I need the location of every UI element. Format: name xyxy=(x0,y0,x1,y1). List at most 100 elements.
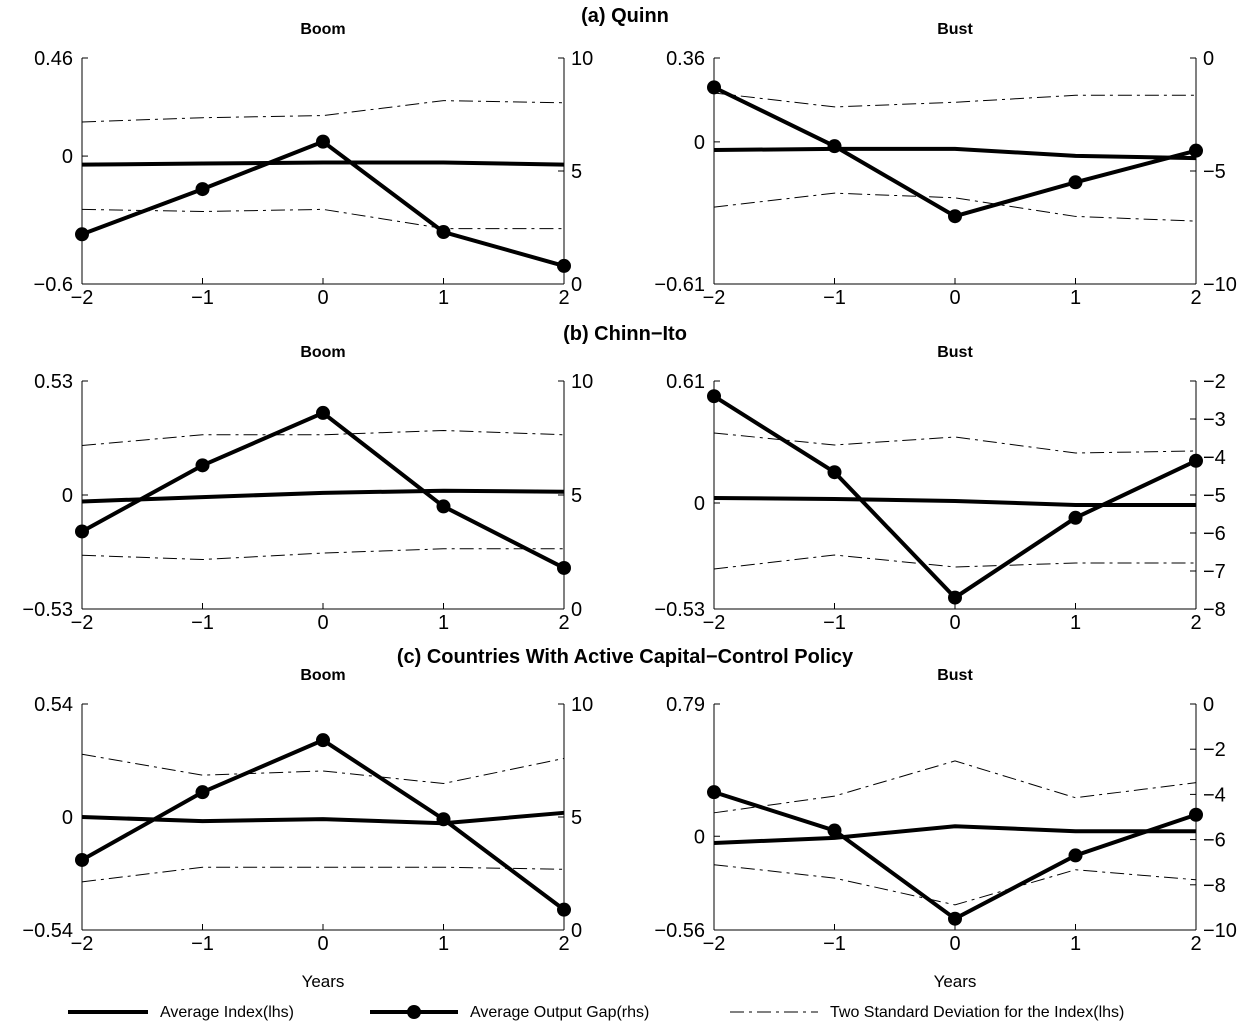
panel-title: Bust xyxy=(937,667,973,684)
two-sd-band-line xyxy=(713,554,1196,570)
legend: Average Index(lhs) Average Output Gap(rhs… xyxy=(68,1004,1124,1021)
x-tick-label: −2 xyxy=(703,933,726,955)
two-sd-band-line xyxy=(713,92,1196,108)
x-tick-label: −2 xyxy=(71,612,94,634)
y-tick-label-left: −0.61 xyxy=(654,274,705,296)
x-tick-label: 2 xyxy=(558,612,569,634)
output-gap-line xyxy=(81,139,565,268)
average-index-line xyxy=(713,824,1196,845)
y-tick-label-right: −2 xyxy=(1203,371,1226,393)
x-tick-label: −1 xyxy=(191,287,214,309)
two-sd-band-line xyxy=(81,753,565,785)
y-tick-label-left: 0 xyxy=(62,807,73,829)
output-gap-point xyxy=(707,389,721,404)
output-gap-point xyxy=(827,139,842,154)
x-tick-label: 2 xyxy=(1190,933,1201,955)
two-sd-band-line xyxy=(81,100,565,123)
y-tick-label-left: −0.6 xyxy=(34,274,73,296)
output-gap-point xyxy=(75,524,89,539)
output-gap-point xyxy=(195,458,210,473)
x-tick-label: −1 xyxy=(823,287,846,309)
output-gap-point xyxy=(1068,848,1083,863)
y-tick-label-right: 10 xyxy=(571,48,593,70)
y-tick-label-right: −5 xyxy=(1203,161,1226,183)
x-tick-label: 1 xyxy=(1070,612,1081,634)
output-gap-point xyxy=(436,812,451,827)
y-tick-label-left: 0.46 xyxy=(34,48,73,70)
panel-title: Bust xyxy=(937,21,973,38)
y-tick-label-left: 0.79 xyxy=(666,694,705,716)
y-tick-label-left: 0.54 xyxy=(34,694,73,716)
y-tick-label-right: 0 xyxy=(1203,48,1214,70)
x-tick-label: 0 xyxy=(317,287,328,309)
output-gap-point xyxy=(827,823,842,838)
average-index-line xyxy=(81,810,565,826)
y-tick-label-right: 0 xyxy=(1203,694,1214,716)
x-tick-label: −1 xyxy=(191,933,214,955)
legend-label: Two Standard Deviation for the Index(lhs… xyxy=(830,1004,1124,1021)
x-axis-label: Years xyxy=(934,972,977,991)
y-tick-label-left: 0.53 xyxy=(34,371,73,393)
two-sd-band-line xyxy=(713,864,1197,906)
panel-title: Bust xyxy=(937,344,973,361)
output-gap-point xyxy=(316,134,330,149)
output-gap-point xyxy=(436,499,451,514)
x-tick-label: 1 xyxy=(438,287,449,309)
x-tick-label: −1 xyxy=(823,612,846,634)
y-tick-label-right: 0 xyxy=(571,599,582,621)
output-gap-point xyxy=(557,902,571,917)
x-tick-label: 0 xyxy=(949,287,960,309)
output-gap-point xyxy=(1189,143,1203,158)
average-index-line xyxy=(713,146,1197,161)
x-tick-label: 1 xyxy=(1070,287,1081,309)
output-gap-line xyxy=(713,85,1197,219)
panel-2-0: Boom −2 −1 0 1 2 0.54 0 −0.54 10 5 0 Years xyxy=(22,667,593,991)
output-gap-point xyxy=(1068,510,1083,525)
panel-0-0: Boom −2 −1 0 1 2 0.46 0 −0.6 10 5 0 xyxy=(34,21,594,309)
average-index-line xyxy=(81,488,565,504)
two-sd-band-line xyxy=(713,760,1197,814)
output-gap-point xyxy=(75,227,89,242)
x-tick-label: 2 xyxy=(558,933,569,955)
output-gap-point xyxy=(707,80,721,95)
y-tick-label-left: −0.53 xyxy=(654,599,705,621)
y-tick-label-right: 10 xyxy=(571,694,593,716)
x-tick-label: −1 xyxy=(823,933,846,955)
y-tick-label-left: 0.36 xyxy=(666,48,705,70)
output-gap-point xyxy=(316,405,330,420)
x-tick-label: 0 xyxy=(949,612,960,634)
average-index-line xyxy=(713,496,1196,507)
two-sd-band-line xyxy=(81,429,565,447)
x-tick-label: −2 xyxy=(71,933,94,955)
legend-marker xyxy=(407,1005,421,1019)
y-tick-label-left: −0.56 xyxy=(654,920,705,942)
x-tick-label: 0 xyxy=(949,933,960,955)
x-tick-label: 1 xyxy=(1070,933,1081,955)
y-tick-label-right: 10 xyxy=(571,371,593,393)
y-tick-label-right: 0 xyxy=(571,920,582,942)
y-tick-label-right: −10 xyxy=(1203,920,1237,942)
output-gap-point xyxy=(75,852,89,867)
y-tick-label-right: 5 xyxy=(571,485,582,507)
output-gap-point xyxy=(195,182,210,197)
panel-title: Boom xyxy=(300,344,345,361)
output-gap-line xyxy=(713,790,1197,922)
y-tick-label-left: 0 xyxy=(62,485,73,507)
output-gap-point xyxy=(948,911,962,926)
y-tick-label-left: 0 xyxy=(62,146,73,168)
output-gap-point xyxy=(1068,175,1083,190)
panel-1-0: Boom −2 −1 0 1 2 0.53 0 −0.53 10 5 0 xyxy=(22,344,593,634)
y-tick-label-left: 0 xyxy=(694,826,705,848)
y-tick-label-left: 0.61 xyxy=(666,371,705,393)
output-gap-point xyxy=(436,225,451,240)
x-tick-label: 1 xyxy=(438,933,449,955)
x-tick-label: 2 xyxy=(1190,612,1201,634)
y-tick-label-left: −0.53 xyxy=(22,599,73,621)
output-gap-line xyxy=(81,737,566,912)
y-tick-label-right: −3 xyxy=(1203,409,1226,431)
y-tick-label-left: −0.54 xyxy=(22,920,73,942)
y-tick-label-right: 0 xyxy=(571,274,582,296)
y-tick-label-right: −4 xyxy=(1203,784,1226,806)
